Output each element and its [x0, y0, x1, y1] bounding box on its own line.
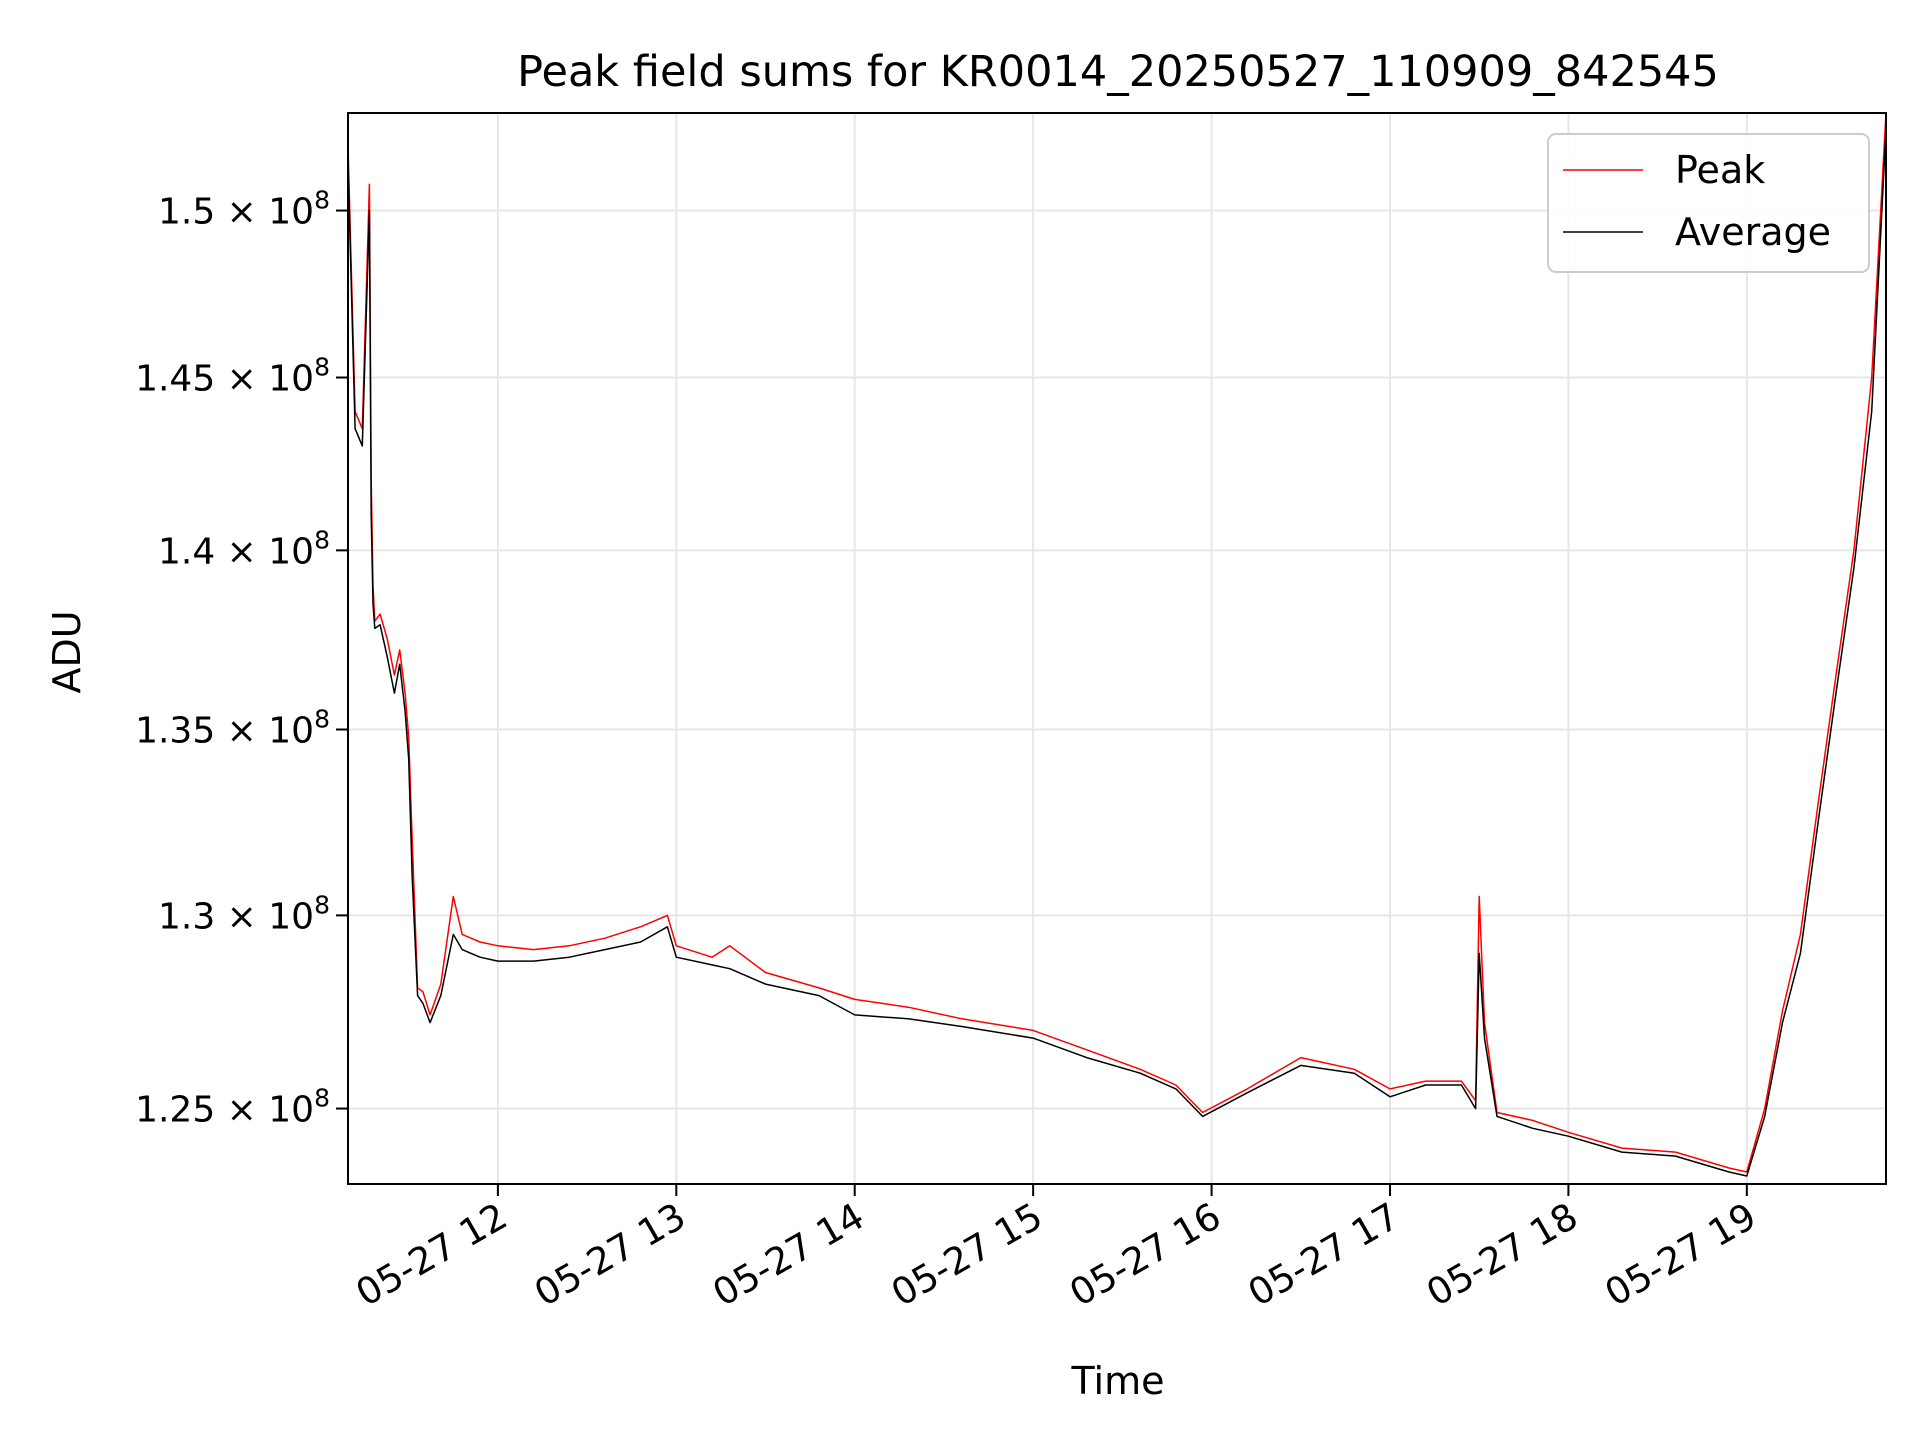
y-tick-mantissa: 1.3	[158, 896, 227, 937]
legend-label-average: Average	[1675, 210, 1831, 254]
x-axis-label: Time	[1071, 1359, 1165, 1403]
y-tick-mantissa: 1.4	[158, 531, 227, 572]
grid	[348, 113, 1886, 1184]
y-tick-exponent: 8	[314, 525, 330, 554]
y-tick-exponent: 8	[314, 186, 330, 215]
y-tick-base: × 10	[227, 359, 314, 400]
y-tick-base: × 10	[227, 1090, 314, 1131]
series-line-average	[348, 129, 1886, 1177]
y-tick-mantissa: 1.35	[135, 710, 227, 751]
legend-box	[1547, 133, 1870, 273]
legend-label-peak: Peak	[1675, 148, 1765, 192]
y-tick-exponent: 8	[314, 1084, 330, 1113]
y-tick-base: × 10	[227, 192, 314, 233]
y-tick-label: 1.5 × 108	[158, 186, 330, 233]
y-tick-label: 1.3 × 108	[158, 890, 330, 937]
y-tick-exponent: 8	[314, 890, 330, 919]
y-tick-label: 1.25 × 108	[135, 1084, 330, 1131]
y-tick-base: × 10	[227, 710, 314, 751]
legend: Peak Average	[1547, 133, 1870, 273]
y-tick-label: 1.45 × 108	[135, 353, 330, 400]
y-tick-base: × 10	[227, 531, 314, 572]
y-tick-mantissa: 1.5	[158, 192, 227, 233]
y-axis-label: ADU	[45, 610, 89, 693]
plot-frame	[347, 112, 1887, 1185]
y-tick-exponent: 8	[314, 704, 330, 733]
y-tick-exponent: 8	[314, 353, 330, 382]
chart-title: Peak field sums for KR0014_20250527_1109…	[517, 47, 1719, 97]
y-tick-mantissa: 1.45	[135, 359, 227, 400]
y-tick-label: 1.35 × 108	[135, 704, 330, 751]
series-line-peak	[348, 113, 1886, 1173]
y-tick-label: 1.4 × 108	[158, 525, 330, 572]
y-tick-base: × 10	[227, 896, 314, 937]
y-tick-mantissa: 1.25	[135, 1090, 227, 1131]
series-layer	[348, 113, 1886, 1177]
